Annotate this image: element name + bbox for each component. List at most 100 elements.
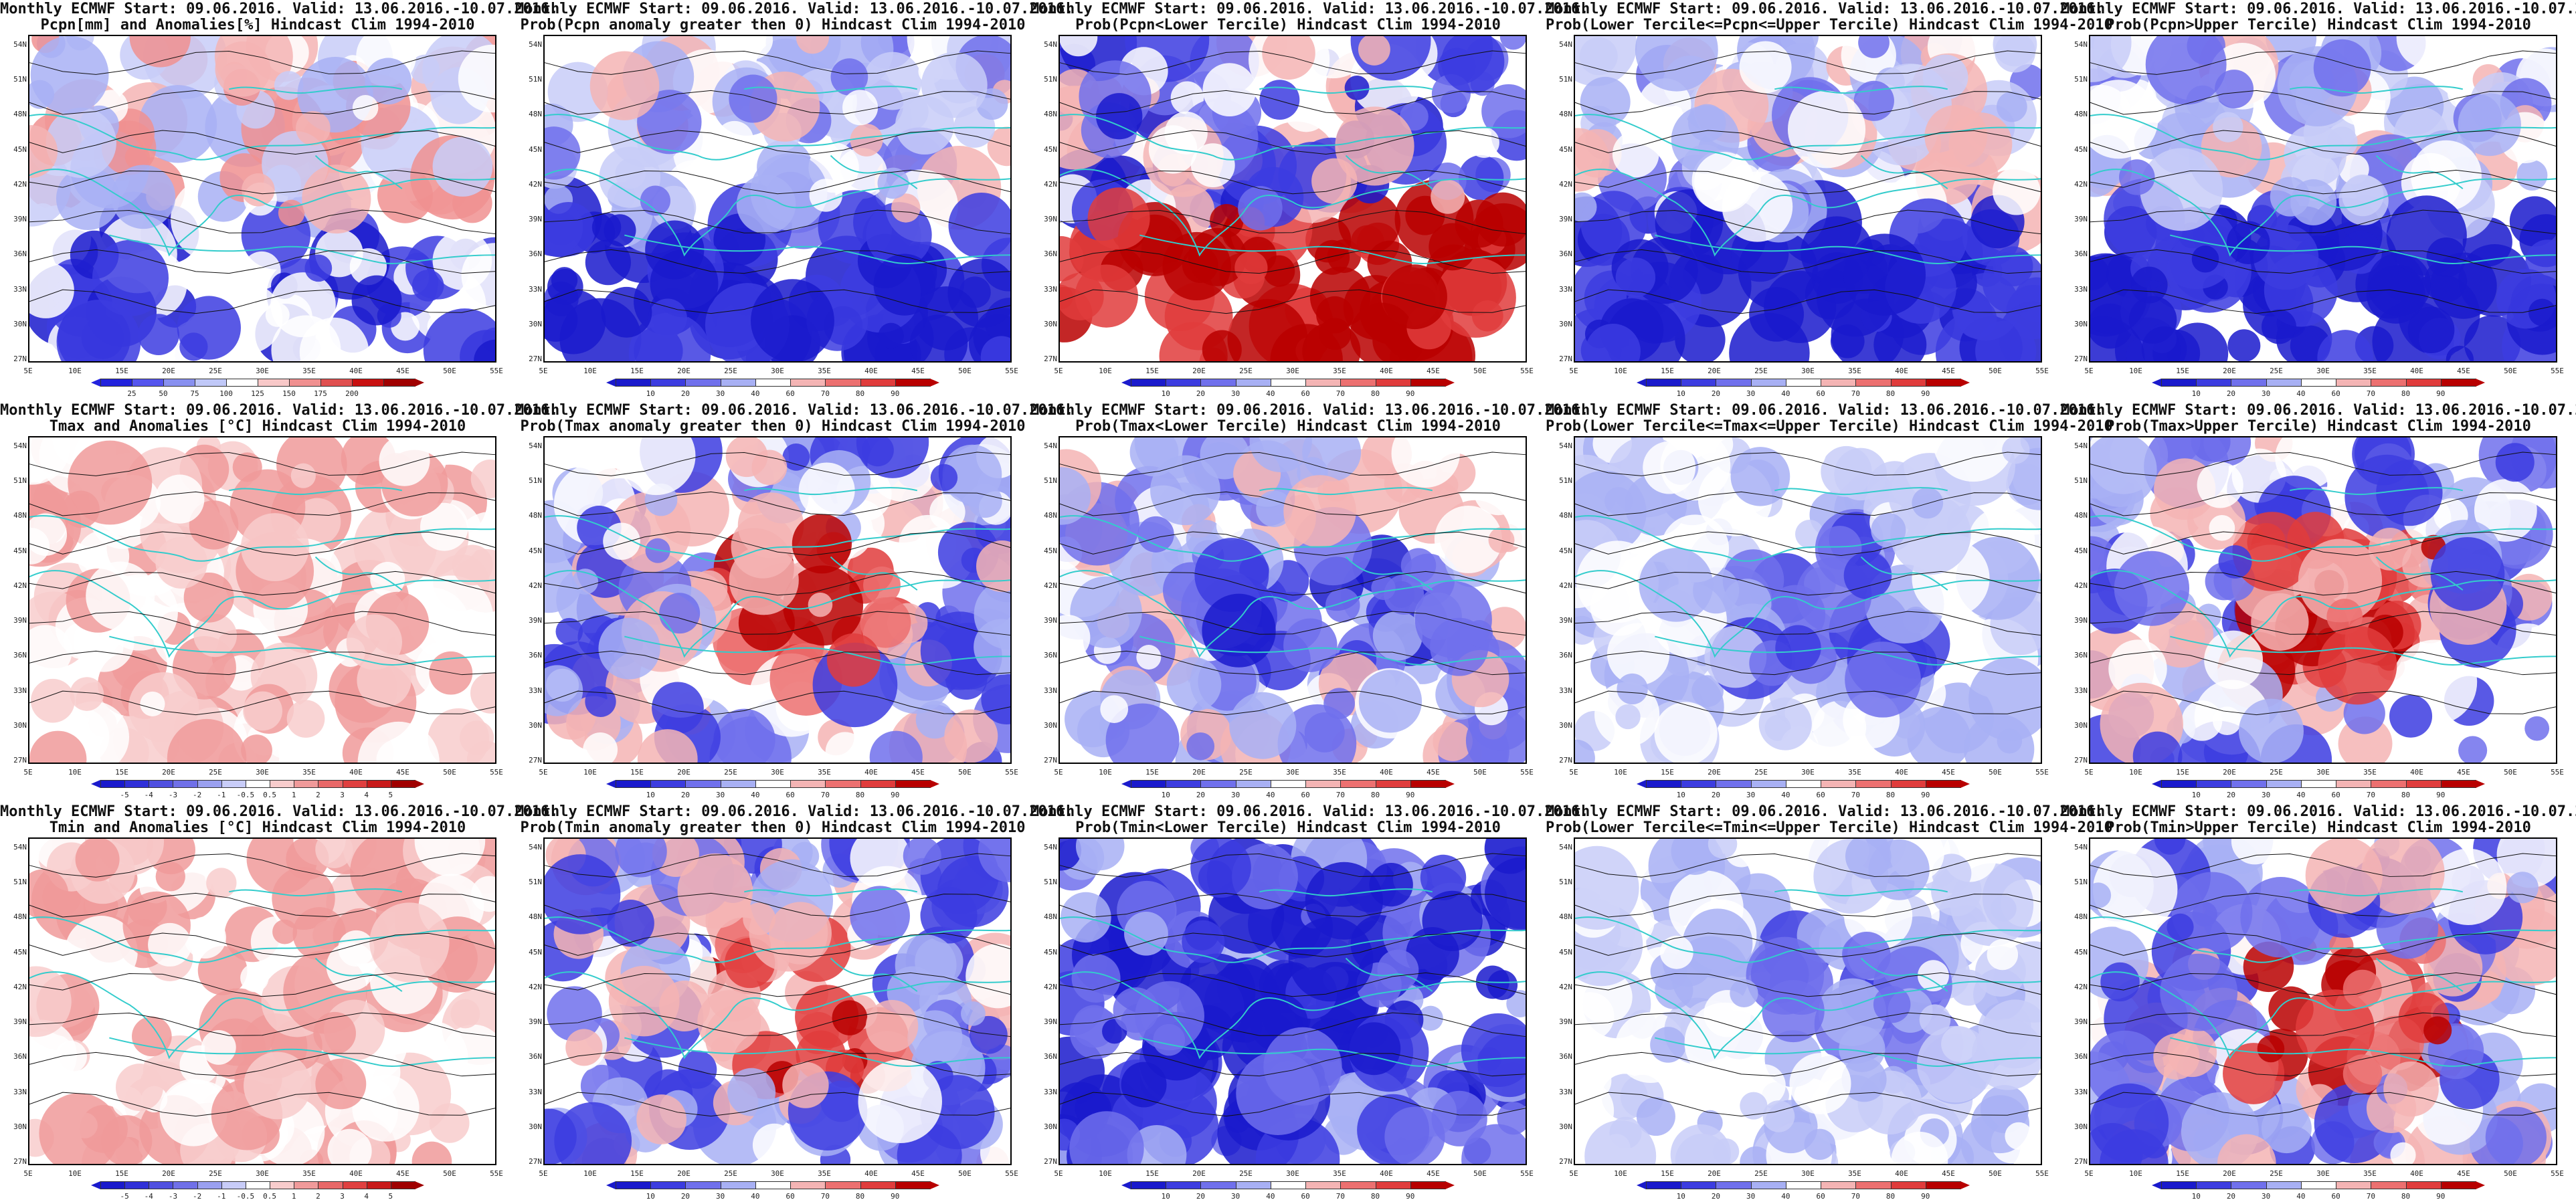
field-blob (432, 136, 493, 197)
field-blob (155, 536, 207, 589)
field-blob (1430, 617, 1489, 676)
legend-swatch (294, 780, 319, 788)
longitude-label: 5E (2084, 1169, 2094, 1178)
legend-tick-label: 90 (1921, 1192, 1930, 1201)
latitude-label: 27N (13, 756, 27, 765)
field-blob (677, 853, 753, 929)
field-blob (601, 286, 652, 338)
field-blob (1344, 76, 1370, 100)
latitude-label: 33N (2074, 1087, 2088, 1096)
legend-swatch (895, 1181, 931, 1189)
legend-tick-label: 20 (1711, 791, 1721, 799)
field-blob (1580, 76, 1631, 127)
legend-swatch (685, 1181, 721, 1189)
latitude-label: 42N (2074, 179, 2088, 189)
longitude-label: 55E (490, 367, 503, 375)
longitude-label: 35E (1848, 1169, 1861, 1178)
field-blob (545, 126, 581, 180)
latitude-label: 42N (2074, 581, 2088, 590)
legend-tick-label: 30 (1231, 1192, 1240, 1201)
longitude-label: 25E (1754, 367, 1768, 375)
legend-swatch (1855, 379, 1892, 387)
legend-arrow-right (415, 780, 424, 788)
legend-swatch (100, 379, 132, 387)
field-blob (1481, 84, 1526, 138)
field-blob (2238, 698, 2304, 763)
latitude-label: 30N (1559, 319, 1572, 328)
longitude-label: 20E (162, 768, 175, 777)
field-blob (470, 460, 495, 498)
field-blob (1858, 36, 1890, 58)
coastline (1060, 114, 1526, 161)
legend-swatch (1855, 780, 1892, 788)
legend-arrow-right (415, 1181, 424, 1189)
legend-arrow-right (2476, 780, 2485, 788)
legend-swatch (1235, 1181, 1271, 1189)
field-blob (1604, 487, 1633, 516)
coastline (1060, 169, 1526, 257)
field-blob (1148, 125, 1198, 174)
field-blob (798, 462, 855, 519)
field-blob (1186, 732, 1215, 761)
legend-swatch (790, 1181, 826, 1189)
latitude-label: 39N (1559, 1017, 1572, 1027)
contour-line (545, 249, 1010, 274)
legend-swatch (1305, 1181, 1342, 1189)
legend-arrow-right (1445, 379, 1455, 387)
field-blob (410, 54, 440, 84)
longitude-label: 5E (1054, 1169, 1063, 1178)
color-legend: -5 -4 -3 -2 -1 -0.5 0.5 1 2 3 4 5 (91, 780, 424, 799)
panel-title-line1: Monthly ECMWF Start: 09.06.2016. Valid: … (515, 402, 1074, 419)
longitude-label: 15E (115, 768, 128, 777)
legend-tick-label: 40 (2296, 791, 2306, 799)
legend-tick-label: 10 (2191, 1192, 2201, 1201)
legend-tick-label: 90 (1921, 389, 1930, 398)
legend-swatch (2336, 379, 2372, 387)
longitude-label: 10E (2129, 367, 2142, 375)
longitude-label: 25E (1239, 768, 1253, 777)
legend-swatch (1785, 1181, 1822, 1189)
map-panel-r2c4: Monthly ECMWF Start: 09.06.2016. Valid: … (1546, 401, 2113, 803)
field-blob (1348, 1022, 1401, 1076)
legend-swatch (149, 780, 174, 788)
longitude-label: 25E (724, 768, 737, 777)
field-blob (2005, 1122, 2033, 1150)
field-blob (2389, 694, 2433, 738)
legend-tick-label: 80 (1885, 791, 1896, 799)
latitude-label: 42N (13, 982, 27, 991)
field-blob (2305, 839, 2383, 914)
longitude-label: 45E (396, 768, 409, 777)
legend-tick-label: 20 (1711, 1192, 1721, 1201)
legend-swatch (1166, 379, 1202, 387)
longitude-label: 15E (1145, 367, 1159, 375)
color-legend: 10 20 30 40 60 70 80 90 (1637, 780, 1970, 799)
map-area (28, 35, 496, 363)
field-blob (296, 110, 331, 146)
legend-swatch (2336, 780, 2372, 788)
legend-tick-label: 60 (786, 389, 795, 398)
legend-tick-label: 3 (340, 1192, 345, 1201)
longitude-label: 45E (1942, 367, 1955, 375)
latitude-label: 42N (1559, 581, 1572, 590)
field-blob (1475, 192, 1526, 247)
color-legend: 10 20 30 40 60 70 80 90 (2152, 379, 2485, 398)
field-blob (115, 1064, 163, 1111)
field-blob (2218, 545, 2252, 579)
latitude-label: 30N (1044, 720, 1057, 730)
field-blob (1694, 152, 1755, 213)
legend-swatch (1166, 1181, 1202, 1189)
latitude-label: 48N (13, 912, 27, 922)
latitude-label: 45N (1044, 947, 1057, 957)
legend-arrow-left (606, 780, 616, 788)
longitude-label: 30E (256, 768, 269, 777)
contour-line (1575, 249, 2041, 274)
legend-tick-label: 40 (1266, 389, 1275, 398)
legend-tick-label: 60 (786, 791, 795, 799)
longitude-label: 45E (2457, 367, 2470, 375)
longitude-label: 10E (2129, 1169, 2142, 1178)
legend-swatch (895, 780, 931, 788)
field-blob (987, 126, 1010, 167)
contour-line (29, 209, 495, 235)
field-blob (2426, 237, 2466, 278)
field-blob (750, 153, 828, 231)
